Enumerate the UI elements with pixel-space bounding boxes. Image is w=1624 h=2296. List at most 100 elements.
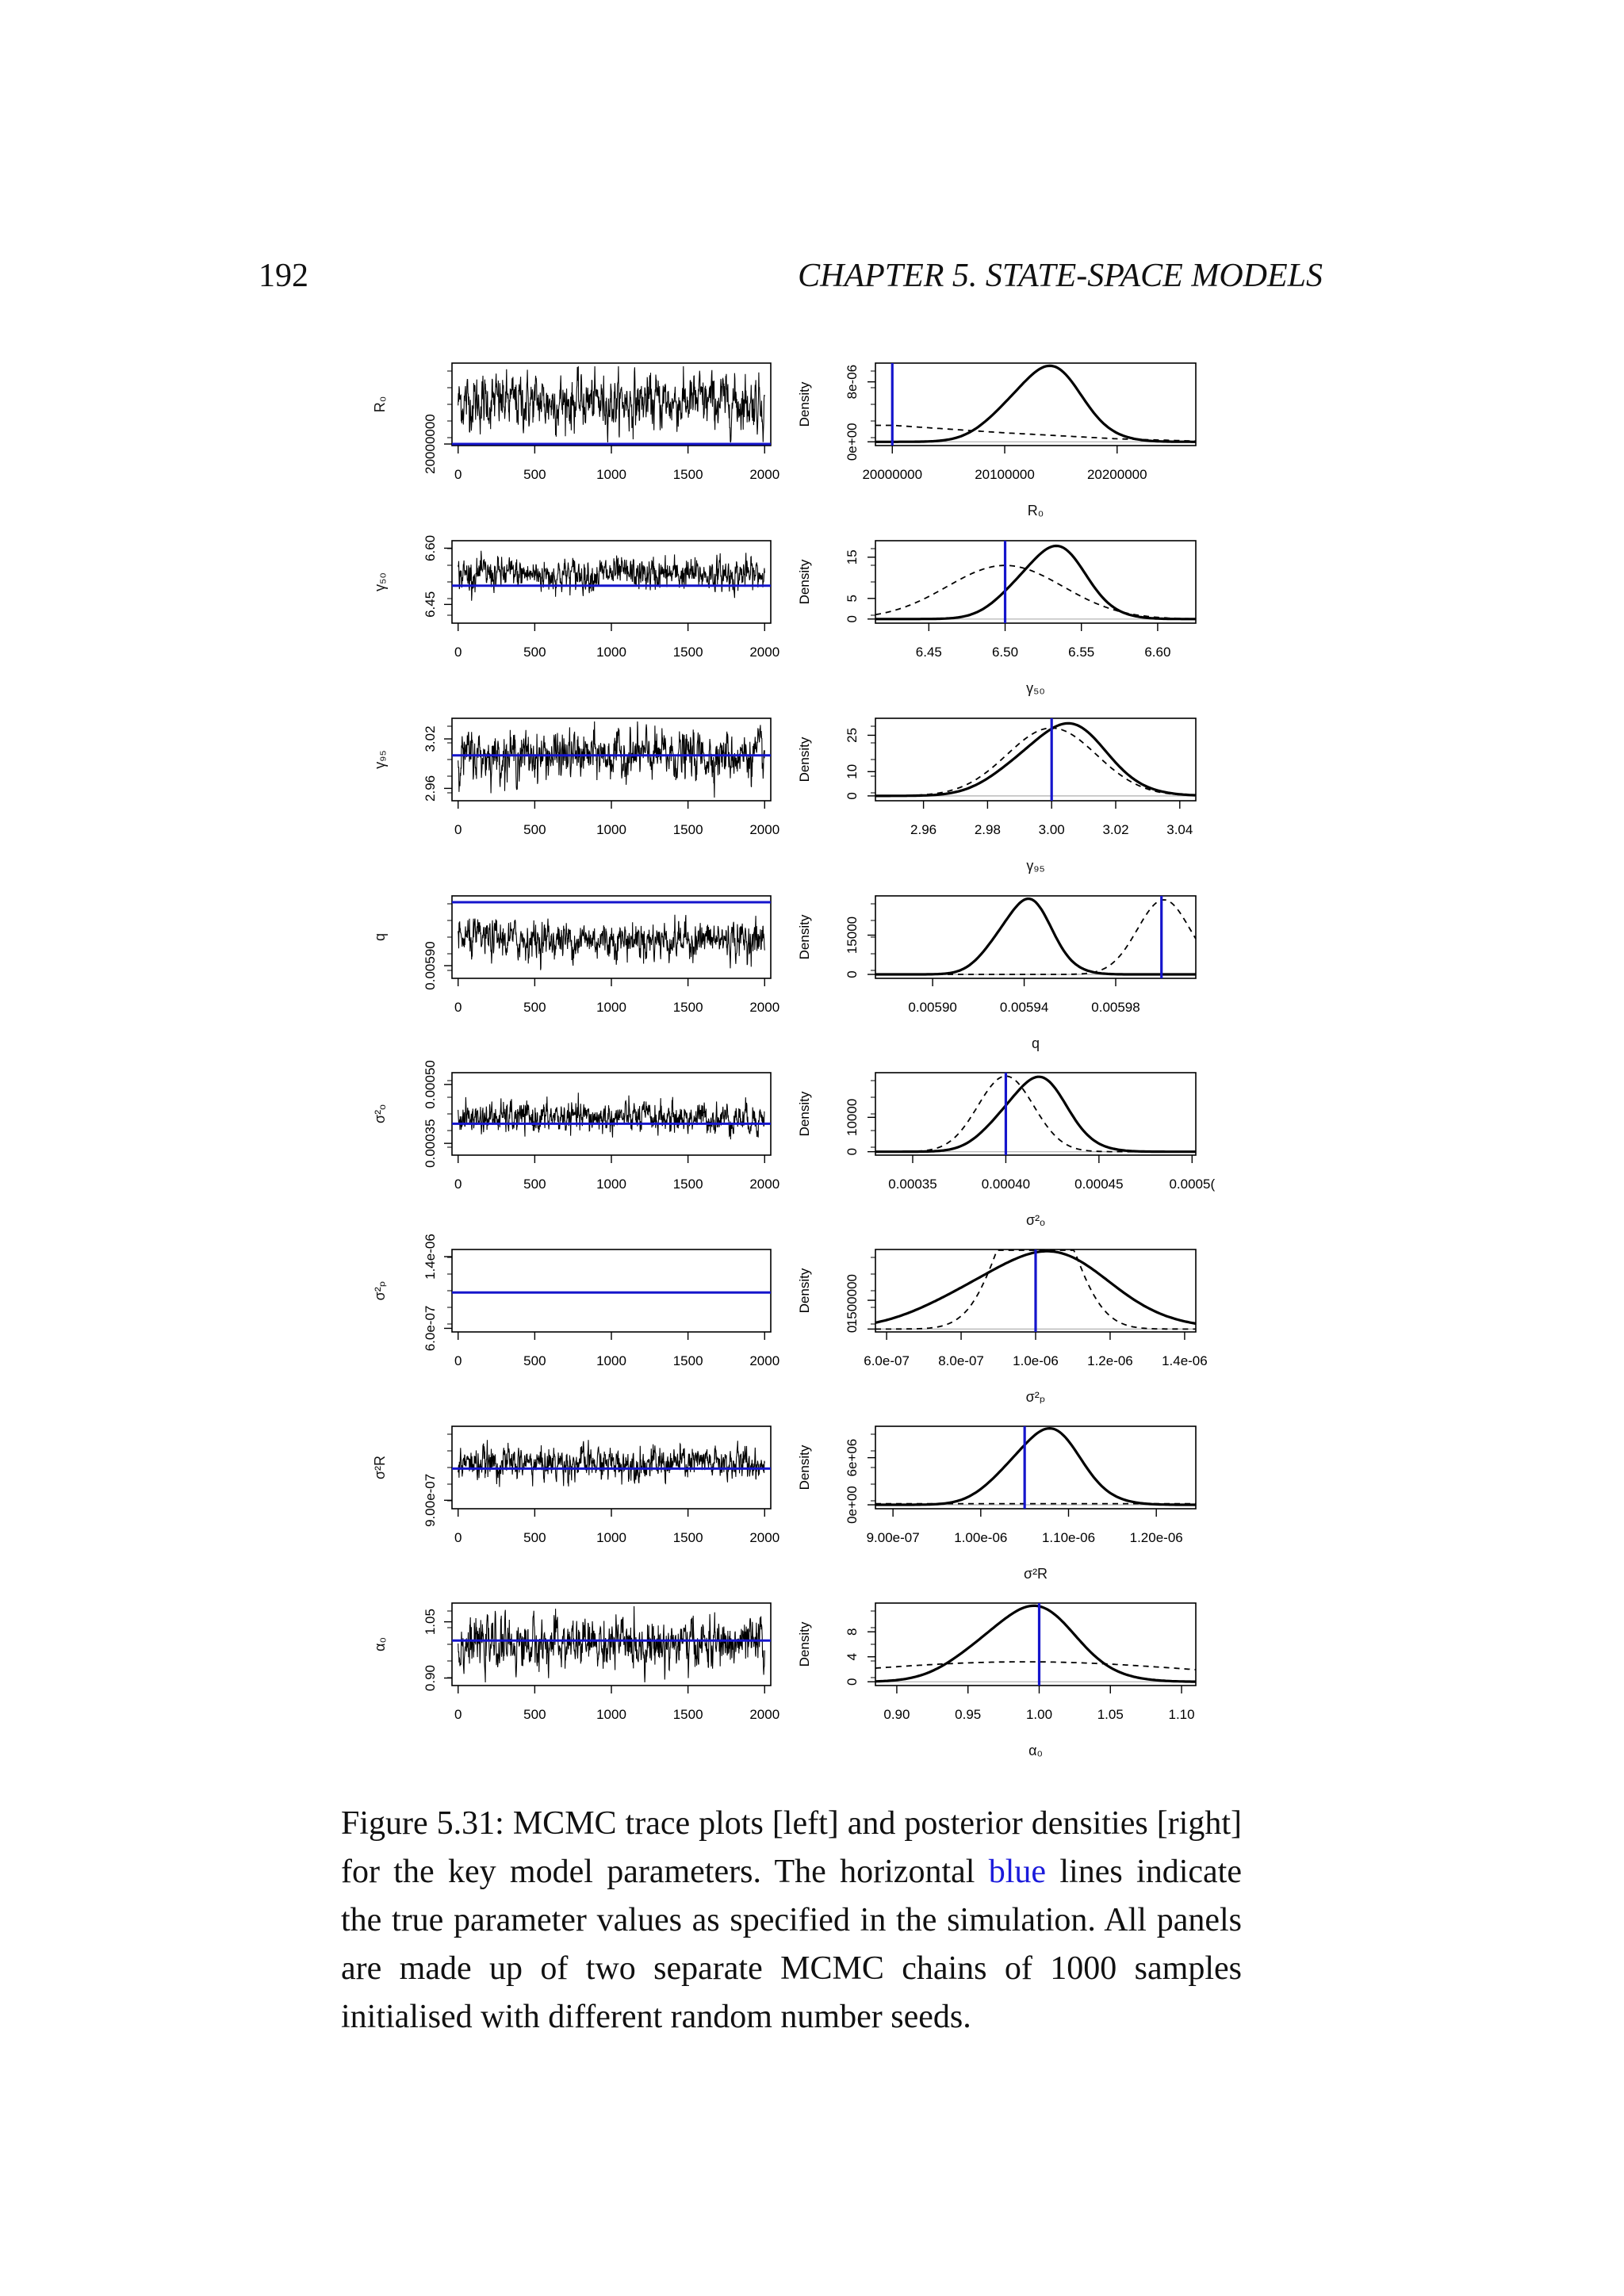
density-x-tick-label: 2.98 (975, 822, 1001, 837)
density-plot: 9.00e-07 1.00e-06 1.10e-06 1.20e-06 0e+00 6e+… (797, 1425, 1197, 1582)
caption-text-before: MCMC trace plots [left] and posterior de… (341, 1805, 1242, 1890)
prior-density-line (875, 1661, 1197, 1670)
density-y-tick-label: 0e+00 (845, 1486, 860, 1524)
trace-line (458, 914, 765, 970)
caption-text-after: lines indicate the true parameter values… (341, 1854, 1242, 2035)
density-x-label-text: σ²ₚ (1026, 1389, 1046, 1405)
density-y-tick-label: 0 (845, 970, 860, 978)
density-x-label: q (1032, 1035, 1040, 1051)
density-x-tick-label: 3.00 (1039, 822, 1065, 837)
trace-plot: 0 500 1000 1500 2000 2.96 3.02 γ₉₅ (372, 718, 779, 837)
trace-x-tick-label: 1000 (596, 1707, 626, 1722)
trace-x-tick-label: 1000 (596, 645, 626, 660)
density-y-tick-label: 10000 (845, 1099, 860, 1136)
trace-x-tick-label: 0 (454, 1177, 462, 1192)
density-y-tick-label: 0 (845, 1326, 860, 1333)
density-x-tick-label: 0.00594 (1000, 1000, 1048, 1015)
density-y-tick-label: 0 (845, 1678, 860, 1686)
density-plot: 0.90 0.95 1.00 1.05 1.10 0 4 8 Density α₀ (797, 1602, 1197, 1758)
density-plot: 20000000 20100000 20200000 0e+00 8e-06 Densit… (797, 362, 1197, 519)
posterior-density-line (875, 1426, 1196, 1506)
trace-y-label: σ²ₚ (372, 1281, 388, 1301)
trace-x-tick-label: 0 (454, 822, 462, 837)
density-x-label: γ₉₅ (1026, 858, 1044, 874)
density-plot: 2.96 2.98 3.00 3.02 3.04 0 10 25 Density γ₉₅ (797, 718, 1197, 874)
trace-x-tick-label: 500 (523, 1707, 546, 1722)
caption-label: Figure 5.31: (341, 1805, 504, 1842)
trace-y-label-text: σ²ₚ (372, 1281, 388, 1301)
trace-x-tick-label: 1500 (673, 822, 703, 837)
panel-row-3: 0 500 1000 1500 2000 2.96 3.02 γ₉₅ 2.96 2.98 3.00 3… (372, 718, 1197, 874)
trace-x-tick-label: 500 (523, 645, 546, 660)
density-x-tick-label: 2.96 (910, 822, 936, 837)
density-y-label: Density (797, 737, 812, 782)
density-plot: 6.0e-07 8.0e-07 1.0e-06 1.2e-06 1.4e-06 01500… (797, 1249, 1208, 1405)
density-x-label: σ²R (1024, 1566, 1048, 1582)
trace-x-tick-label: 2000 (749, 1353, 779, 1368)
density-x-tick-label: 20200000 (1087, 467, 1147, 482)
density-y-tick-label: 4 (845, 1653, 860, 1660)
page-number: 192 (259, 258, 308, 294)
trace-y-label-text: σ²ₒ (372, 1104, 388, 1123)
density-x-label: R₀ (1028, 503, 1044, 519)
density-x-tick-label: 8.0e-07 (938, 1353, 984, 1368)
trace-y-tick-label: 0.90 (423, 1665, 438, 1691)
trace-y-tick-label: 1.05 (423, 1609, 438, 1635)
posterior-density-line (875, 1604, 1196, 1683)
density-y-tick-label: 5 (845, 595, 860, 602)
density-y-label: Density (797, 914, 812, 959)
density-y-label: Density (797, 1091, 812, 1136)
density-x-label-text: α₀ (1028, 1743, 1043, 1758)
density-x-tick-label: 0.00598 (1091, 1000, 1139, 1015)
density-x-tick-label: 1.00 (1026, 1707, 1052, 1722)
density-x-tick-label: 0.90 (883, 1707, 910, 1722)
density-x-label: σ²ₚ (1026, 1389, 1046, 1405)
trace-y-label: γ₉₅ (372, 750, 388, 768)
trace-line (458, 1605, 765, 1683)
trace-x-tick-label: 1500 (673, 1707, 703, 1722)
prior-density-line (875, 564, 1196, 620)
caption-blue-link[interactable]: blue (988, 1854, 1047, 1890)
density-x-tick-label: 3.02 (1102, 822, 1128, 837)
trace-x-tick-label: 1000 (596, 1177, 626, 1192)
trace-x-tick-label: 1500 (673, 1353, 703, 1368)
trace-y-label-text: α₀ (372, 1637, 388, 1651)
trace-x-tick-label: 1000 (596, 1530, 626, 1545)
prior-density-line (875, 1075, 1196, 1153)
trace-plot: 0 500 1000 1500 2000 6.45 6.60 γ₅₀ (372, 535, 779, 660)
density-y-tick-label: 15000 (845, 916, 860, 954)
trace-y-tick-label: 20000000 (423, 414, 438, 474)
trace-x-tick-label: 500 (523, 822, 546, 837)
density-x-label: γ₅₀ (1026, 680, 1045, 696)
trace-x-tick-label: 1500 (673, 1177, 703, 1192)
density-x-label-text: R₀ (1028, 503, 1044, 519)
prior-density-line (875, 899, 1197, 975)
density-y-tick-label: 0 (845, 1148, 860, 1155)
density-x-tick-label: 6.60 (1144, 645, 1170, 660)
density-x-label-text: σ²ₒ (1026, 1212, 1045, 1228)
density-y-tick-label: 25 (845, 728, 860, 743)
density-x-tick-label: 0.0005( (1169, 1177, 1215, 1192)
density-plot: 0.00035 0.00040 0.00045 0.0005(0 10000 Densit… (797, 1072, 1215, 1228)
trace-y-label-text: q (372, 933, 388, 941)
density-plot: 0.00590 0.00594 0.00598 0 15000 Density q (797, 895, 1197, 1051)
density-y-label: Density (797, 381, 812, 427)
trace-x-tick-label: 1000 (596, 1353, 626, 1368)
figure-caption: Figure 5.31: MCMC trace plots [left] and… (341, 1800, 1242, 2042)
running-head: CHAPTER 5. STATE-SPACE MODELS (798, 258, 1323, 294)
density-x-tick-label: 0.00035 (888, 1177, 936, 1192)
trace-y-label: γ₅₀ (372, 572, 388, 591)
density-x-tick-label: 6.45 (916, 645, 942, 660)
panel-row-1: 0 500 1000 1500 2000 20000000 R₀ 20000000 201000… (372, 362, 1197, 519)
trace-y-tick-label: 0.00590 (423, 941, 438, 989)
posterior-density-line (875, 544, 1196, 621)
density-y-tick-label: 0e+00 (845, 423, 860, 461)
trace-x-tick-label: 2000 (749, 1000, 779, 1015)
trace-y-tick-label: 6.60 (423, 535, 438, 561)
trace-line (458, 365, 765, 443)
trace-x-tick-label: 1500 (673, 1530, 703, 1545)
trace-x-tick-label: 2000 (749, 467, 779, 482)
trace-y-label-text: σ²R (372, 1456, 388, 1479)
density-plot: 6.45 6.50 6.55 6.60 0 5 15 Density γ₅₀ (797, 540, 1197, 696)
trace-x-tick-label: 500 (523, 1000, 546, 1015)
